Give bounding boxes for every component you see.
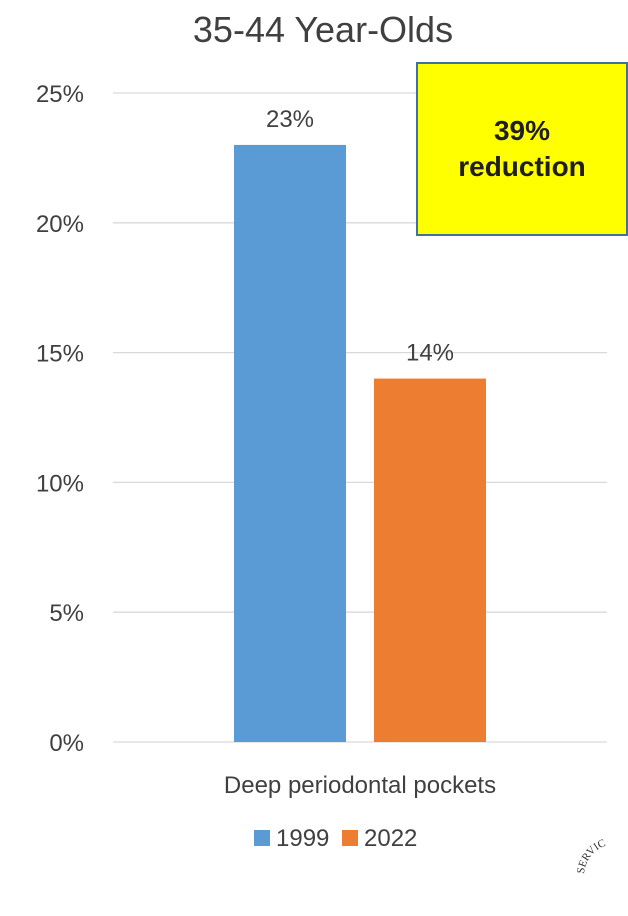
data-labels: 23% 14% bbox=[266, 106, 454, 367]
legend-label-2022: 2022 bbox=[364, 825, 417, 852]
bar-2022 bbox=[374, 378, 486, 742]
svg-text:SERVIC: SERVIC bbox=[576, 837, 607, 874]
y-axis-ticks: 0% 5% 10% 15% 20% 25% bbox=[36, 81, 84, 757]
y-tick-label: 10% bbox=[36, 470, 84, 497]
chart-title: 35-44 Year-Olds bbox=[193, 9, 453, 50]
chart: 35-44 Year-Olds 0%5%10%15%20%25% 23%14% … bbox=[36, 9, 607, 852]
legend: 1999 2022 bbox=[254, 825, 417, 852]
y-tick-label: 5% bbox=[49, 600, 84, 627]
bars bbox=[234, 144, 486, 743]
bar-1999 bbox=[234, 144, 346, 743]
legend-swatch-1999 bbox=[254, 830, 270, 846]
legend-swatch-2022 bbox=[342, 830, 358, 846]
data-label-2022: 14% bbox=[406, 340, 454, 367]
reduction-callout: 39% reduction bbox=[416, 62, 628, 236]
data-label-1999: 23% bbox=[266, 106, 314, 133]
y-tick-label: 15% bbox=[36, 341, 84, 368]
callout-text: reduction bbox=[458, 151, 586, 182]
y-tick-label: 25% bbox=[36, 81, 84, 108]
seal-logo: SERVIC bbox=[576, 837, 607, 874]
legend-label-1999: 1999 bbox=[276, 825, 329, 852]
callout-percent: 39% bbox=[493, 115, 551, 146]
x-category-label: Deep periodontal pockets bbox=[224, 772, 496, 799]
y-tick-label: 20% bbox=[36, 211, 84, 238]
y-tick-label: 0% bbox=[49, 730, 84, 757]
